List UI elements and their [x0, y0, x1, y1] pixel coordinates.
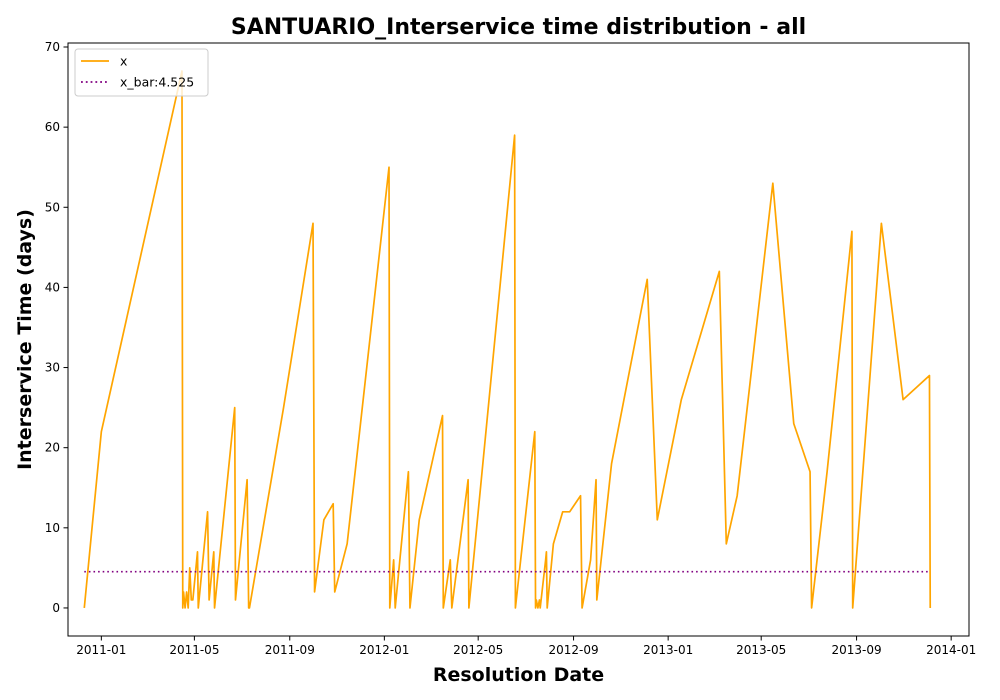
y-tick-label: 10: [45, 521, 60, 535]
series-layer: [83, 70, 932, 609]
x-tick-label: 2011-01: [76, 643, 126, 657]
x-tick-label: 2011-09: [265, 643, 315, 657]
x-axis-ticks: 2011-01 2011-05 2011-09 2012-01 2012-05 2012-…: [76, 636, 976, 657]
x-tick-label: 2011-05: [169, 643, 219, 657]
plot-area: [68, 43, 969, 636]
legend-label-x-bar: x_bar:4.525: [120, 75, 194, 90]
y-axis-label: Interservice Time (days): [14, 209, 36, 470]
y-tick-label: 20: [45, 441, 60, 455]
x-tick-label: 2012-01: [359, 643, 409, 657]
x-tick-label: 2012-05: [453, 643, 503, 657]
x-tick-label: 2014-01: [926, 643, 976, 657]
y-tick-label: 60: [45, 120, 60, 134]
x-axis-label: Resolution Date: [433, 664, 604, 686]
y-axis-ticks: 0 10 20 30 40 50 60 70: [45, 40, 68, 615]
legend-label-x: x: [120, 54, 127, 69]
y-tick-label: 40: [45, 280, 60, 294]
x-tick-label: 2013-01: [643, 643, 693, 657]
series-line-x: [83, 70, 932, 609]
y-tick-label: 70: [45, 40, 60, 54]
legend: x x_bar:4.525: [74, 48, 209, 97]
x-tick-label: 2012-09: [548, 643, 598, 657]
x-tick-label: 2013-09: [831, 643, 881, 657]
x-tick-label: 2013-05: [736, 643, 786, 657]
y-tick-label: 0: [52, 601, 60, 615]
chart-title: SANTUARIO_Interservice time distribution…: [231, 15, 806, 40]
y-tick-label: 50: [45, 200, 60, 214]
y-tick-label: 30: [45, 361, 60, 375]
plot-frame: [67, 42, 970, 637]
